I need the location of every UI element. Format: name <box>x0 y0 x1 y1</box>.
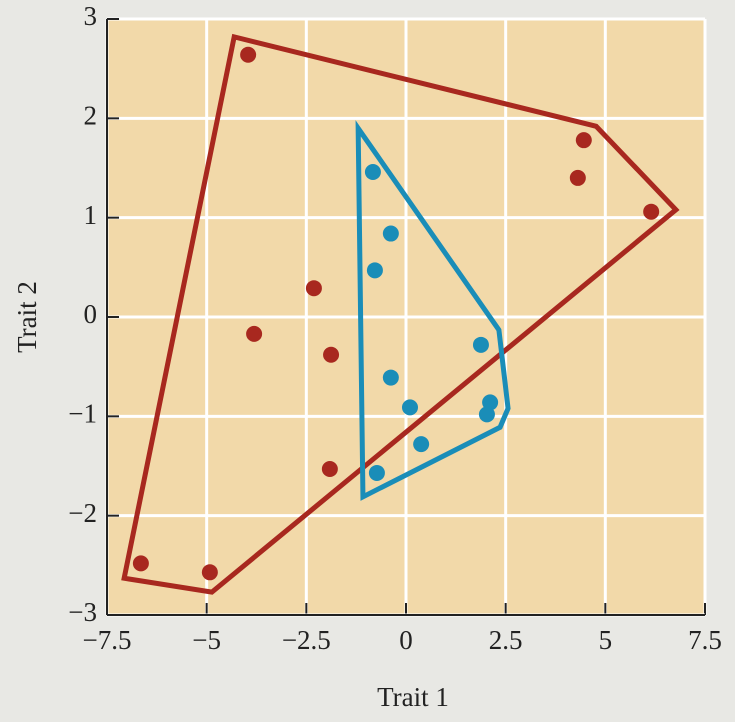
point <box>382 369 399 386</box>
x-tick-label: 0 <box>399 625 413 655</box>
hull <box>121 33 680 595</box>
point <box>401 399 418 416</box>
y-tick-label: −2 <box>68 498 97 528</box>
y-tick-label: −3 <box>68 597 97 627</box>
point <box>413 436 430 453</box>
point <box>368 464 385 481</box>
x-tick-label: 2.5 <box>489 625 523 655</box>
x-axis-title: Trait 1 <box>377 682 449 712</box>
y-tick-label: −1 <box>68 399 97 429</box>
point <box>246 325 263 342</box>
point <box>323 346 340 363</box>
x-tick-label: −5 <box>192 625 221 655</box>
y-tick-label: 0 <box>84 299 98 329</box>
hull <box>355 120 511 501</box>
point <box>366 262 383 279</box>
x-tick-label: 7.5 <box>688 625 722 655</box>
y-tick-label: 2 <box>84 101 98 131</box>
point <box>569 169 586 186</box>
x-tick-label: −7.5 <box>83 625 132 655</box>
point <box>382 225 399 242</box>
y-tick-label: 1 <box>84 200 98 230</box>
point <box>364 163 381 180</box>
point <box>201 564 218 581</box>
y-tick-label: 3 <box>84 1 98 31</box>
y-axis-title: Trait 2 <box>12 281 42 353</box>
point <box>575 132 592 149</box>
x-tick-label: 5 <box>599 625 613 655</box>
x-tick-label: −2.5 <box>282 625 331 655</box>
point <box>472 336 489 353</box>
point <box>132 555 149 572</box>
point <box>321 460 338 477</box>
point <box>305 280 322 297</box>
point <box>643 203 660 220</box>
point <box>478 406 495 423</box>
point <box>240 46 257 63</box>
